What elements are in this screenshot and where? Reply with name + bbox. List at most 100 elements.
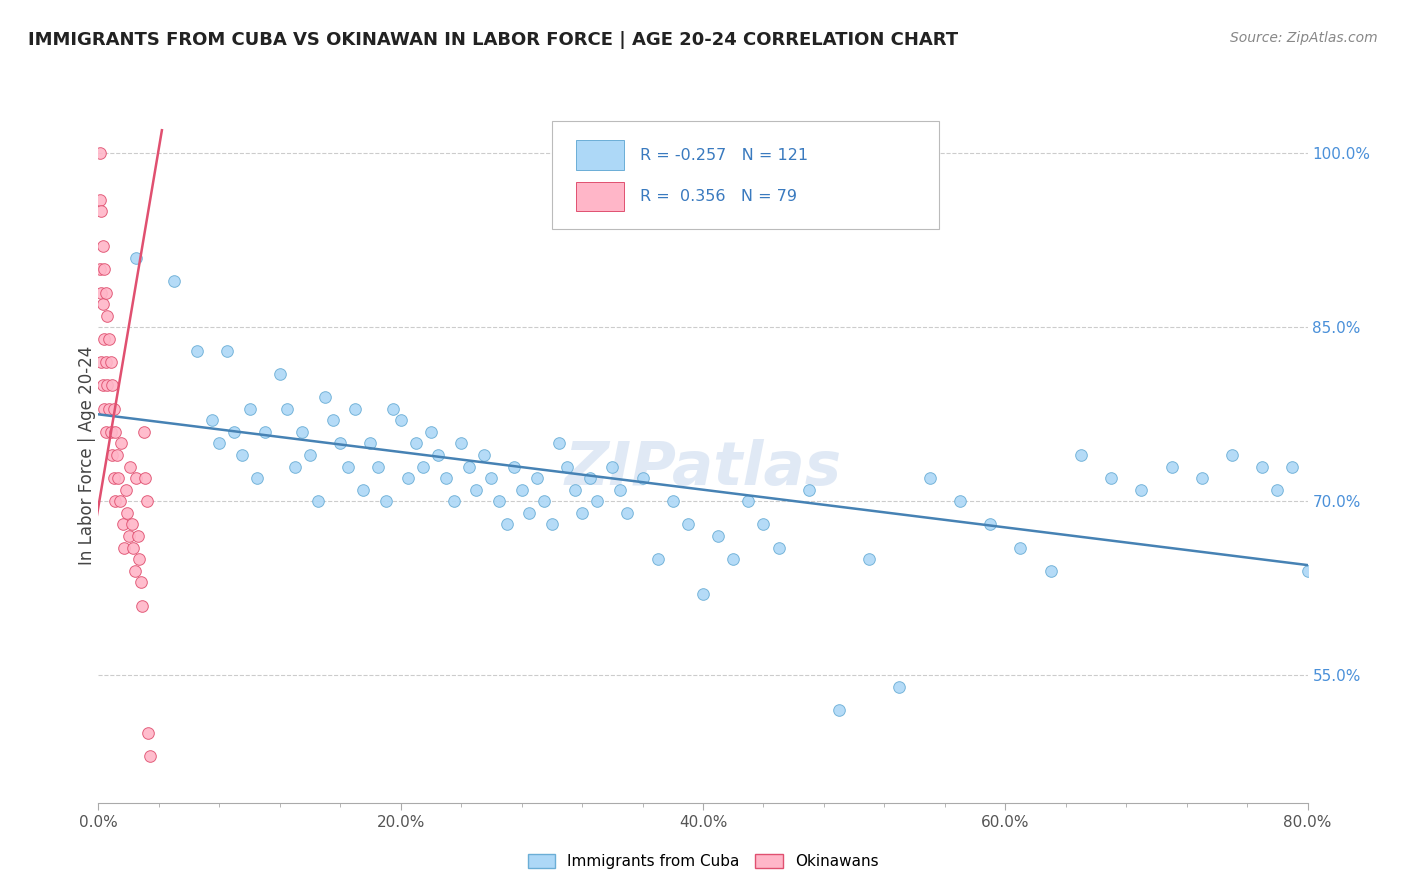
Point — [134, 471, 156, 485]
Point — [269, 367, 291, 381]
Point — [103, 401, 125, 416]
Point — [1281, 459, 1303, 474]
Point — [828, 703, 851, 717]
Point — [127, 529, 149, 543]
Point — [434, 471, 457, 485]
FancyBboxPatch shape — [553, 121, 939, 229]
Point — [481, 471, 503, 485]
Point — [707, 529, 730, 543]
Point — [1130, 483, 1153, 497]
Point — [103, 471, 125, 485]
Point — [94, 425, 117, 439]
Point — [1220, 448, 1243, 462]
Point — [609, 483, 631, 497]
Text: IMMIGRANTS FROM CUBA VS OKINAWAN IN LABOR FORCE | AGE 20-24 CORRELATION CHART: IMMIGRANTS FROM CUBA VS OKINAWAN IN LABO… — [28, 31, 959, 49]
Y-axis label: In Labor Force | Age 20-24: In Labor Force | Age 20-24 — [79, 345, 96, 565]
Point — [495, 517, 517, 532]
Point — [276, 401, 298, 416]
Point — [647, 552, 669, 566]
Point — [797, 483, 820, 497]
Point — [382, 401, 405, 416]
Point — [239, 401, 262, 416]
Point — [125, 471, 148, 485]
Point — [564, 483, 586, 497]
Point — [93, 401, 115, 416]
Point — [105, 448, 128, 462]
Point — [420, 425, 443, 439]
Point — [118, 529, 141, 543]
Point — [107, 471, 129, 485]
Point — [555, 459, 578, 474]
Point — [231, 448, 253, 462]
Point — [1296, 564, 1319, 578]
Point — [548, 436, 571, 450]
Point — [631, 471, 654, 485]
Bar — [576, 182, 624, 211]
Point — [1160, 459, 1182, 474]
Point — [1070, 448, 1092, 462]
Point — [122, 541, 145, 555]
Point — [246, 471, 269, 485]
Point — [1039, 564, 1062, 578]
Point — [284, 459, 307, 474]
Point — [299, 448, 322, 462]
Point — [96, 309, 118, 323]
Point — [405, 436, 427, 450]
Text: R = -0.257   N = 121: R = -0.257 N = 121 — [640, 147, 808, 162]
Point — [215, 343, 238, 358]
Point — [443, 494, 465, 508]
Point — [139, 749, 162, 764]
Point — [108, 494, 131, 508]
Point — [112, 541, 135, 555]
Point — [94, 355, 117, 369]
Point — [307, 494, 329, 508]
Point — [322, 413, 344, 427]
Point — [510, 483, 533, 497]
Point — [533, 494, 555, 508]
Point — [96, 378, 118, 392]
Bar — [576, 140, 624, 169]
Point — [186, 343, 208, 358]
Point — [132, 425, 155, 439]
Point — [723, 552, 745, 566]
Point — [90, 285, 112, 300]
Point — [114, 483, 136, 497]
Point — [1251, 459, 1274, 474]
Point — [93, 332, 115, 346]
Point — [488, 494, 510, 508]
Point — [98, 401, 121, 416]
Point — [89, 146, 111, 161]
Point — [291, 425, 314, 439]
Point — [121, 517, 143, 532]
Point — [329, 436, 352, 450]
Point — [104, 425, 127, 439]
Point — [91, 378, 114, 392]
Point — [129, 575, 152, 590]
Point — [389, 413, 412, 427]
Point — [124, 564, 146, 578]
Point — [89, 262, 111, 277]
Point — [91, 239, 114, 253]
Point — [457, 459, 479, 474]
Point — [737, 494, 759, 508]
Point — [692, 587, 714, 601]
Point — [201, 413, 224, 427]
Point — [517, 506, 540, 520]
Point — [602, 459, 624, 474]
Point — [949, 494, 972, 508]
Point — [616, 506, 638, 520]
Point — [918, 471, 941, 485]
Point — [752, 517, 775, 532]
Point — [526, 471, 548, 485]
Point — [1099, 471, 1122, 485]
Point — [94, 285, 117, 300]
Point — [374, 494, 396, 508]
Point — [253, 425, 276, 439]
Point — [979, 517, 1001, 532]
Point — [450, 436, 472, 450]
Point — [571, 506, 593, 520]
Point — [352, 483, 374, 497]
Point — [1010, 541, 1032, 555]
Point — [111, 517, 134, 532]
Text: ZIPatlas: ZIPatlas — [564, 440, 842, 499]
